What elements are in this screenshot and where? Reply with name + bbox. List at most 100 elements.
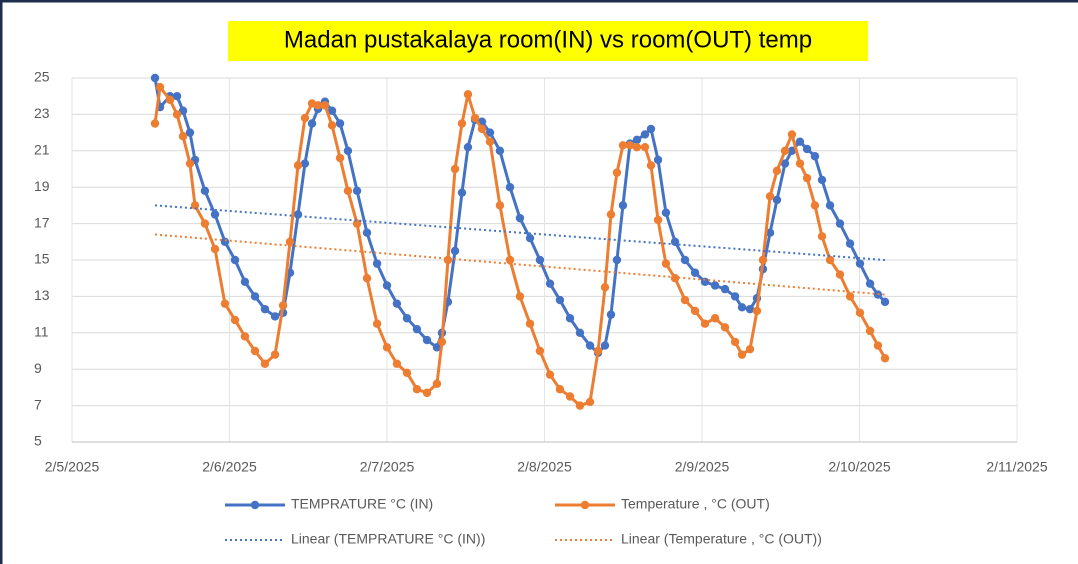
marker (362, 274, 372, 283)
marker (825, 201, 835, 210)
y-tick-label: 9 (34, 360, 42, 376)
y-tick-label: 25 (34, 69, 50, 85)
marker (606, 310, 616, 319)
marker (270, 350, 280, 359)
marker (505, 255, 515, 265)
x-tick-label: 2/5/2025 (45, 459, 100, 475)
marker (422, 335, 432, 345)
x-tick-label: 2/9/2025 (675, 459, 730, 475)
marker (690, 306, 700, 316)
y-tick-label: 7 (34, 396, 42, 412)
marker (352, 219, 362, 228)
marker (220, 299, 230, 308)
marker (402, 368, 412, 378)
marker (802, 144, 812, 154)
marker (720, 323, 730, 332)
marker (865, 326, 875, 336)
marker (737, 350, 747, 359)
marker (293, 161, 303, 170)
marker (150, 119, 160, 128)
marker (545, 370, 555, 379)
marker (457, 119, 467, 128)
marker (382, 281, 392, 290)
marker (185, 159, 195, 168)
marker (780, 159, 790, 168)
y-tick-label: 11 (34, 324, 49, 340)
marker (855, 308, 865, 317)
y-tick-label: 21 (34, 142, 50, 158)
marker (200, 219, 210, 228)
marker (178, 132, 188, 141)
marker (640, 130, 650, 139)
marker (240, 277, 250, 287)
legend-label: Linear (Temperature , °C (OUT)) (621, 531, 822, 547)
marker (343, 186, 353, 196)
marker (535, 255, 545, 265)
marker (293, 210, 303, 219)
marker (817, 232, 827, 241)
marker (525, 233, 535, 243)
marker (300, 113, 310, 123)
marker (372, 259, 382, 268)
marker (618, 141, 628, 150)
marker (802, 173, 812, 183)
legend-marker (250, 500, 260, 510)
marker (600, 341, 610, 350)
marker (670, 237, 680, 246)
title-highlight (228, 21, 868, 61)
marker (730, 292, 740, 301)
marker (661, 259, 671, 268)
marker (787, 130, 797, 139)
marker (653, 215, 663, 225)
marker (165, 95, 175, 105)
legend-label: Temperature , °C (OUT) (621, 496, 770, 512)
legend-marker (580, 500, 590, 510)
marker (787, 146, 797, 155)
marker (230, 255, 240, 265)
marker (327, 121, 337, 130)
marker (437, 337, 447, 347)
marker (382, 343, 392, 352)
marker (285, 237, 295, 246)
marker (335, 153, 345, 163)
marker (745, 344, 755, 354)
marker (593, 346, 603, 356)
marker (278, 301, 288, 310)
marker (865, 279, 875, 288)
marker (555, 385, 565, 394)
marker (432, 343, 442, 352)
marker (412, 385, 422, 394)
marker (710, 314, 720, 323)
marker (575, 328, 585, 337)
marker (752, 306, 762, 316)
y-tick-label: 19 (34, 178, 50, 194)
marker (372, 319, 382, 328)
marker (632, 142, 642, 152)
x-tick-label: 2/11/2025 (986, 459, 1047, 475)
marker (585, 397, 595, 407)
marker (575, 401, 585, 410)
marker (463, 142, 473, 152)
y-tick-label: 17 (34, 214, 50, 230)
marker (525, 319, 535, 328)
chart-title: Madan pustakalaya room(IN) vs room(OUT) … (284, 26, 812, 53)
trend-line (154, 204, 886, 261)
marker (606, 210, 616, 219)
marker (450, 164, 460, 174)
marker (392, 359, 402, 368)
marker (710, 281, 720, 290)
marker (260, 304, 270, 314)
marker (185, 128, 195, 137)
marker (343, 146, 353, 155)
marker (880, 297, 890, 307)
marker (555, 295, 565, 305)
marker (772, 166, 782, 176)
marker (565, 392, 575, 401)
y-tick-label: 13 (34, 287, 50, 303)
marker (795, 159, 805, 168)
marker (810, 201, 820, 210)
marker (845, 292, 855, 301)
y-tick-label: 5 (34, 433, 42, 449)
marker (457, 188, 467, 197)
